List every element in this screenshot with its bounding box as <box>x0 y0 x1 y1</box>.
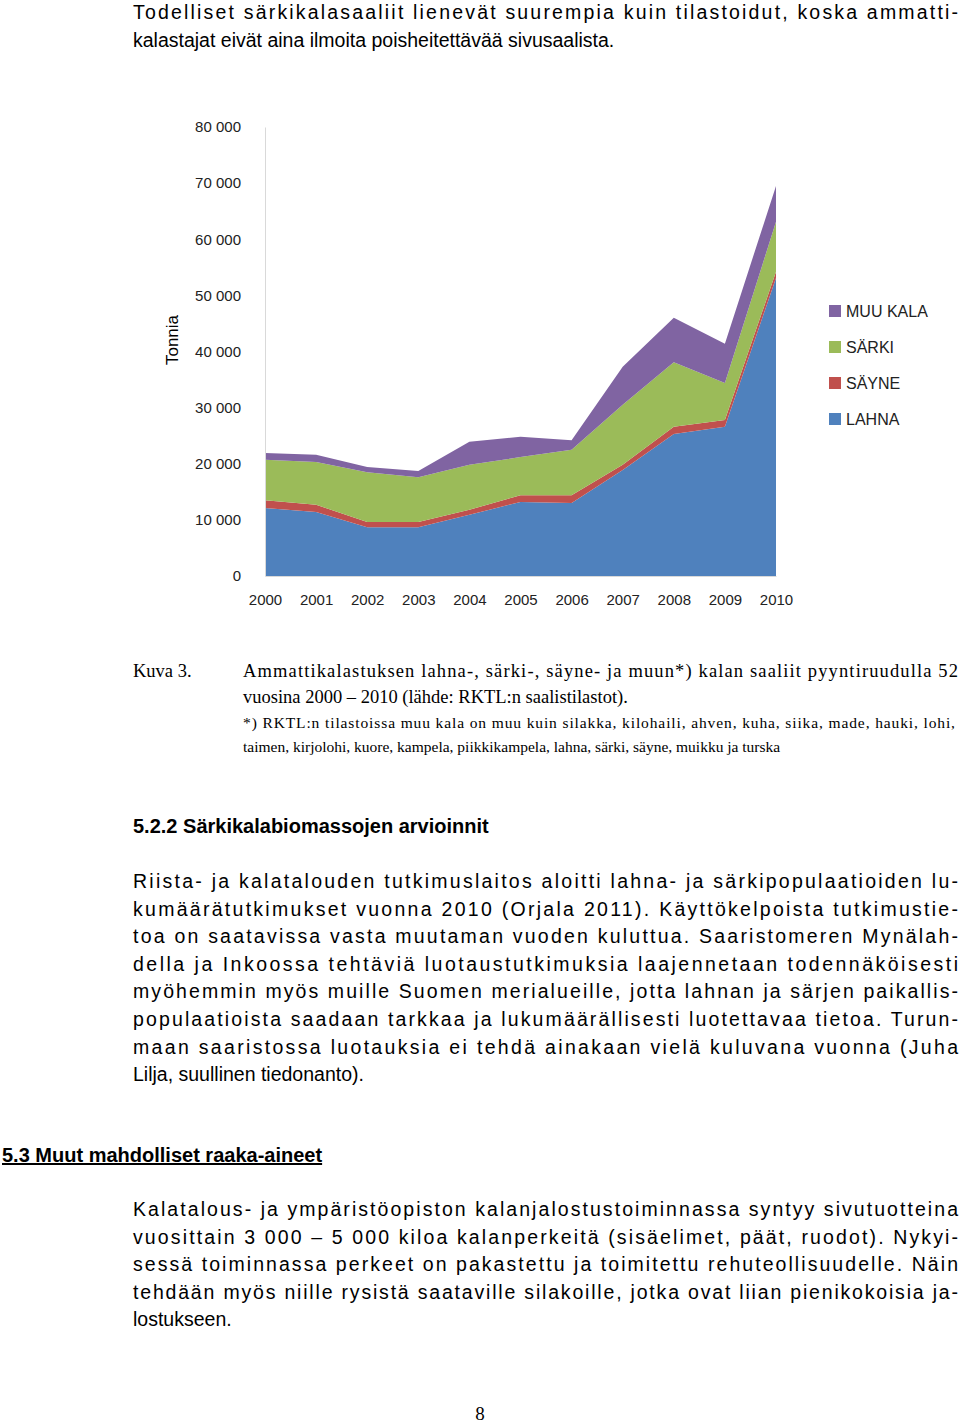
tick: 80 000 <box>195 118 265 135</box>
section-heading: 5.3 Muut mahdolliset raaka-aineet <box>2 1144 322 1166</box>
text-line: kumäärätutkimukset vuonna 2010 (Orjala 2… <box>133 898 958 920</box>
text-line: toa on saatavissa vasta muutaman vuoden … <box>133 925 958 947</box>
page: Todelliset särkikalasaaliit lienevät suu… <box>0 0 960 1425</box>
tick: 2007 <box>607 576 640 608</box>
text-line: Lilja, suullinen tiedonanto). <box>133 1063 364 1085</box>
axis-line <box>266 576 777 577</box>
text-line: *) RKTL:n tilastoissa muu kala on muu ku… <box>243 714 955 732</box>
y-axis: 0 10 000 20 000 30 000 40 000 50 000 60 000 70 … <box>195 118 265 584</box>
text-line: Ammattikalastuksen lahna-, särki-, säyne… <box>243 661 958 682</box>
section-paragraph: Kalatalous- ja ympäristöopiston kalanjal… <box>133 1198 958 1330</box>
tick: 40 000 <box>195 343 265 360</box>
tick-label: 70 000 <box>195 174 241 191</box>
tick: 2009 <box>709 576 742 608</box>
section-heading: 5.2.2 Särkikalabiomassojen arvioinnit <box>133 815 489 837</box>
text-line: tehdään myös niille rysistä saataville s… <box>133 1281 958 1303</box>
chart: 0 10 000 20 000 30 000 40 000 50 000 60 000 70 … <box>163 118 928 607</box>
tick-label: 50 000 <box>195 287 241 304</box>
tick-label: 0 <box>233 567 241 584</box>
tick-label: 20 000 <box>195 455 241 472</box>
legend-swatch <box>829 341 841 353</box>
tick: 10 000 <box>195 511 265 528</box>
legend-label: LAHNA <box>846 411 900 428</box>
tick-label: 2006 <box>555 591 588 608</box>
legend-swatch <box>829 413 841 425</box>
tick-label: 40 000 <box>195 343 241 360</box>
tick: 2002 <box>351 576 384 608</box>
text-line: della ja Inkoossa tehtäviä luotaustutkim… <box>133 953 958 975</box>
legend-label: MUU KALA <box>846 303 928 320</box>
tick-label: 2005 <box>504 591 537 608</box>
tick-label: 2008 <box>658 591 691 608</box>
text-line: myöhemmin myös muille Suomen merialueill… <box>133 980 958 1002</box>
tick: 2001 <box>300 576 333 608</box>
legend-item: MUU KALA <box>829 303 928 320</box>
text-line: taimen, kirjolohi, kuore, kampela, piikk… <box>243 738 780 755</box>
page-number: 8 <box>475 1403 485 1424</box>
tick: 2000 <box>249 576 282 608</box>
text-line: Kalatalous- ja ympäristöopiston kalanjal… <box>133 1198 958 1220</box>
tick: 2010 <box>760 576 793 608</box>
tick-label: 10 000 <box>195 511 241 528</box>
legend-item: SÄYNE <box>829 375 900 392</box>
legend-label: SÄRKI <box>846 339 894 356</box>
text-line: lostukseen. <box>133 1308 232 1330</box>
caption-footnote: *) RKTL:n tilastoissa muu kala on muu ku… <box>243 714 955 755</box>
tick-label: 2002 <box>351 591 384 608</box>
tick-label: 2000 <box>249 591 282 608</box>
plot-area <box>265 186 776 576</box>
text-line: sessä toiminnassa perkeet on pakastettu … <box>133 1253 958 1275</box>
tick: 2003 <box>402 576 435 608</box>
legend-item: SÄRKI <box>829 339 894 356</box>
text-line: populaatioista saadaan tarkkaa ja lukumä… <box>133 1008 958 1030</box>
section-paragraph: Riista- ja kalatalouden tutkimuslaitos a… <box>133 870 958 1085</box>
legend-swatch <box>829 305 841 317</box>
axis-line <box>265 128 266 577</box>
text-line: vuosittain 3 000 – 5 000 kiloa kalanperk… <box>133 1226 958 1248</box>
intro-paragraph: Todelliset särkikalasaaliit lienevät suu… <box>133 1 958 51</box>
tick: 60 000 <box>195 231 265 248</box>
tick: 0 <box>233 567 265 584</box>
tick-label: 2003 <box>402 591 435 608</box>
tick-label: 2009 <box>709 591 742 608</box>
text-line: Todelliset särkikalasaaliit lienevät suu… <box>133 1 958 23</box>
text-line: kalastajat eivät aina ilmoita poisheitet… <box>133 29 614 51</box>
tick-label: 2010 <box>760 591 793 608</box>
axis-title: Tonnia <box>163 314 182 365</box>
tick-label: 80 000 <box>195 118 241 135</box>
legend-item: LAHNA <box>829 411 900 428</box>
caption-label: Kuva 3. <box>133 661 192 681</box>
tick: 50 000 <box>195 287 265 304</box>
tick: 20 000 <box>195 455 265 472</box>
tick: 2008 <box>658 576 691 608</box>
text-line: vuosina 2000 – 2010 (lähde: RKTL:n saali… <box>243 687 628 708</box>
tick-label: 2001 <box>300 591 333 608</box>
tick: 2005 <box>504 576 537 608</box>
tick-label: 2004 <box>453 591 486 608</box>
legend: MUU KALA SÄRKI SÄYNE LAHNA <box>829 303 928 428</box>
legend-swatch <box>829 377 841 389</box>
tick: 2006 <box>555 576 588 608</box>
text-line: Riista- ja kalatalouden tutkimuslaitos a… <box>133 870 958 892</box>
tick: 2004 <box>453 576 486 608</box>
text-line: maan saaristossa luotauksia ei tehdä ain… <box>133 1036 958 1058</box>
area-series <box>265 186 776 477</box>
legend-label: SÄYNE <box>846 375 900 392</box>
caption-text: Ammattikalastuksen lahna-, särki-, säyne… <box>243 661 958 708</box>
x-axis: 2000 2001 2002 2003 2004 2005 2006 2007 2008 2009… <box>249 576 793 608</box>
tick: 30 000 <box>195 399 265 416</box>
tick-label: 2007 <box>607 591 640 608</box>
tick: 70 000 <box>195 174 265 191</box>
tick-label: 30 000 <box>195 399 241 416</box>
tick-label: 60 000 <box>195 231 241 248</box>
